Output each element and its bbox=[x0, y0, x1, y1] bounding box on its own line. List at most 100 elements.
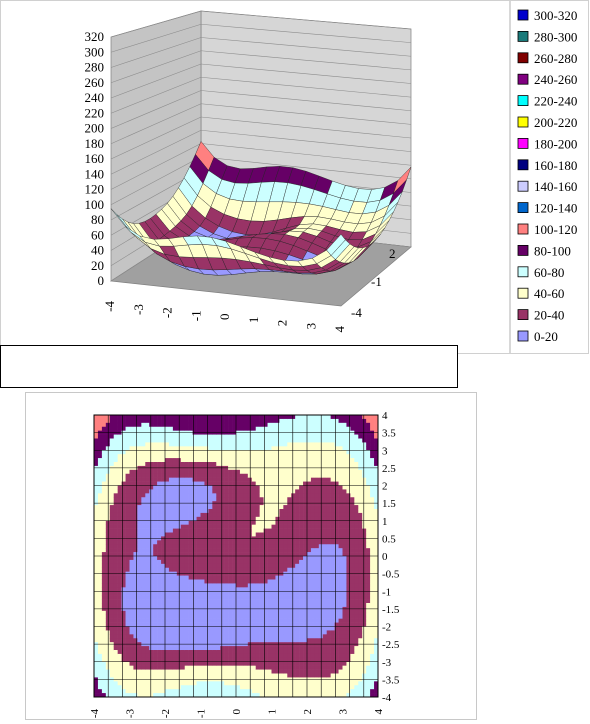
contour-cell bbox=[323, 525, 327, 529]
contour-cell bbox=[137, 505, 141, 509]
contour-cell bbox=[315, 493, 319, 497]
contour-cell bbox=[339, 619, 343, 623]
contour-cell bbox=[181, 623, 185, 627]
contour-cell bbox=[189, 627, 193, 631]
contour-cell bbox=[189, 513, 193, 517]
contour-cell bbox=[260, 505, 264, 509]
contour-cell bbox=[252, 685, 256, 689]
contour-cell bbox=[137, 552, 141, 556]
contour-cell bbox=[252, 583, 256, 587]
contour-cell bbox=[181, 450, 185, 454]
contour-cell bbox=[201, 591, 205, 595]
contour-cell bbox=[204, 564, 208, 568]
contour-cell bbox=[228, 599, 232, 603]
contour-cell bbox=[224, 623, 228, 627]
contour-cell bbox=[130, 525, 134, 529]
contour-cell bbox=[220, 603, 224, 607]
contour-cell bbox=[260, 650, 264, 654]
contour-cell bbox=[98, 568, 102, 572]
contour-cell bbox=[201, 658, 205, 662]
contour-cell bbox=[157, 533, 161, 537]
contour-cell bbox=[130, 611, 134, 615]
contour-cell bbox=[268, 509, 272, 513]
contour-cell bbox=[208, 689, 212, 693]
contour-cell bbox=[197, 415, 201, 419]
contour-cell bbox=[236, 674, 240, 678]
contour-cell bbox=[126, 505, 130, 509]
contour-cell bbox=[110, 486, 114, 490]
contour-cell bbox=[307, 458, 311, 462]
contour-cell bbox=[110, 654, 114, 658]
contour-cell bbox=[141, 540, 145, 544]
contour-cell bbox=[185, 638, 189, 642]
contour-cell bbox=[275, 564, 279, 568]
empty-text-box[interactable] bbox=[0, 345, 458, 388]
contour-cell bbox=[133, 517, 137, 521]
contour-cell bbox=[311, 544, 315, 548]
contour-cell bbox=[110, 552, 114, 556]
contour-cell bbox=[291, 470, 295, 474]
contour-cell bbox=[216, 599, 220, 603]
contour-cell bbox=[295, 446, 299, 450]
contour-cell bbox=[299, 670, 303, 674]
contour-cell bbox=[98, 478, 102, 482]
contour-cell bbox=[283, 470, 287, 474]
contour-cell bbox=[126, 658, 130, 662]
contour-cell bbox=[133, 509, 137, 513]
contour-cell bbox=[343, 603, 347, 607]
contour-cell bbox=[204, 509, 208, 513]
contour-cell bbox=[303, 552, 307, 556]
contour-cell bbox=[279, 513, 283, 517]
contour-cell bbox=[232, 423, 236, 427]
contour-cell bbox=[181, 513, 185, 517]
contour-cell bbox=[287, 638, 291, 642]
contour-cell bbox=[126, 486, 130, 490]
contour-cell bbox=[153, 439, 157, 443]
contour-cell bbox=[220, 493, 224, 497]
contour-cell bbox=[279, 423, 283, 427]
contour-cell bbox=[165, 458, 169, 462]
contour-cell bbox=[327, 446, 331, 450]
contour-cell bbox=[272, 513, 276, 517]
contour-cell bbox=[252, 630, 256, 634]
contour-cell bbox=[102, 474, 106, 478]
contour-cell bbox=[216, 446, 220, 450]
contour-cell bbox=[197, 493, 201, 497]
contour-cell bbox=[165, 580, 169, 584]
contour-cell bbox=[130, 486, 134, 490]
contour-cell bbox=[307, 540, 311, 544]
contour-cell bbox=[201, 580, 205, 584]
contour-cell bbox=[299, 638, 303, 642]
contour-cell bbox=[169, 482, 173, 486]
contour-cell bbox=[212, 630, 216, 634]
contour-cell bbox=[137, 521, 141, 525]
contour-cell bbox=[287, 478, 291, 482]
contour-cell bbox=[220, 474, 224, 478]
contour-cell bbox=[232, 611, 236, 615]
contour-cell bbox=[197, 685, 201, 689]
contour-cell bbox=[268, 521, 272, 525]
contour-cell bbox=[224, 658, 228, 662]
contour-cell bbox=[232, 478, 236, 482]
contour-cell bbox=[311, 446, 315, 450]
contour-cell bbox=[295, 674, 299, 678]
contour-cell bbox=[173, 482, 177, 486]
contour-cell bbox=[197, 446, 201, 450]
contour-cell bbox=[201, 599, 205, 603]
contour-cell bbox=[228, 544, 232, 548]
contour-cell bbox=[165, 533, 169, 537]
contour-cell bbox=[299, 674, 303, 678]
contour-cell bbox=[98, 497, 102, 501]
contour-cell bbox=[98, 595, 102, 599]
contour-cell bbox=[232, 583, 236, 587]
contour-cell bbox=[204, 654, 208, 658]
contour-cell bbox=[145, 482, 149, 486]
contour-cell bbox=[165, 513, 169, 517]
contour-cell bbox=[311, 470, 315, 474]
contour-cell bbox=[240, 533, 244, 537]
contour-cell bbox=[102, 540, 106, 544]
contour-cell bbox=[204, 587, 208, 591]
contour-cell bbox=[275, 415, 279, 419]
contour-cell bbox=[185, 548, 189, 552]
contour-cell bbox=[327, 603, 331, 607]
